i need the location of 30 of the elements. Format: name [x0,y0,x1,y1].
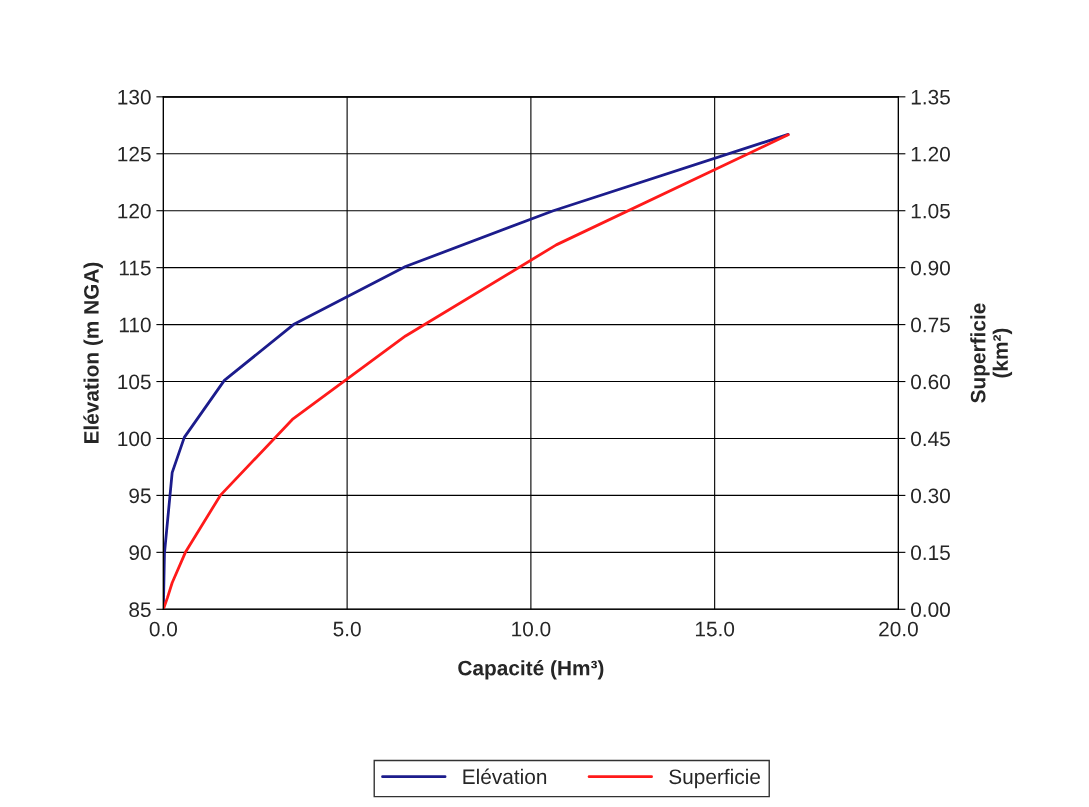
y-tick-label: 105 [118,374,151,390]
x-axis-title: Capacité (Hm³) [458,659,604,680]
y2-tick-label: 0.15 [911,545,950,561]
y-axis-title: Elévation (m NGA) [83,262,103,444]
y-tick-label: 100 [118,431,151,447]
legend-label: Elévation [463,768,547,785]
y2-tick-label: 1.05 [911,203,950,219]
y-tick-label: 115 [119,260,151,276]
y2-tick-label: 0.00 [911,602,950,618]
legend-label: Superficie [669,768,760,789]
y2-tick-label: 0.30 [911,488,950,504]
x-tick-label: 5.0 [333,621,361,637]
y-tick-label: 90 [129,545,151,561]
y-tick-label: 110 [119,317,151,333]
y2-tick-label: 1.35 [911,89,950,105]
x-tick-label: 10.0 [512,621,551,637]
y-tick-label: 125 [118,146,151,162]
x-tick-label: 0.0 [149,621,178,637]
x-tick-label: 15.0 [695,621,735,637]
y2-axis-title: Superficie (km²) [970,303,1013,403]
y2-tick-label: 0.90 [911,260,950,276]
y-tick-label: 130 [118,89,151,105]
y-tick-label: 120 [118,203,151,219]
x-tick-label: 20.0 [879,621,918,637]
y-tick-label: 95 [129,488,151,504]
y2-tick-label: 0.75 [911,317,950,333]
y2-tick-label: 1.20 [911,146,950,162]
y2-tick-label: 0.60 [911,374,950,390]
y-tick-label: 85 [129,602,151,618]
y2-tick-label: 0.45 [911,431,950,447]
